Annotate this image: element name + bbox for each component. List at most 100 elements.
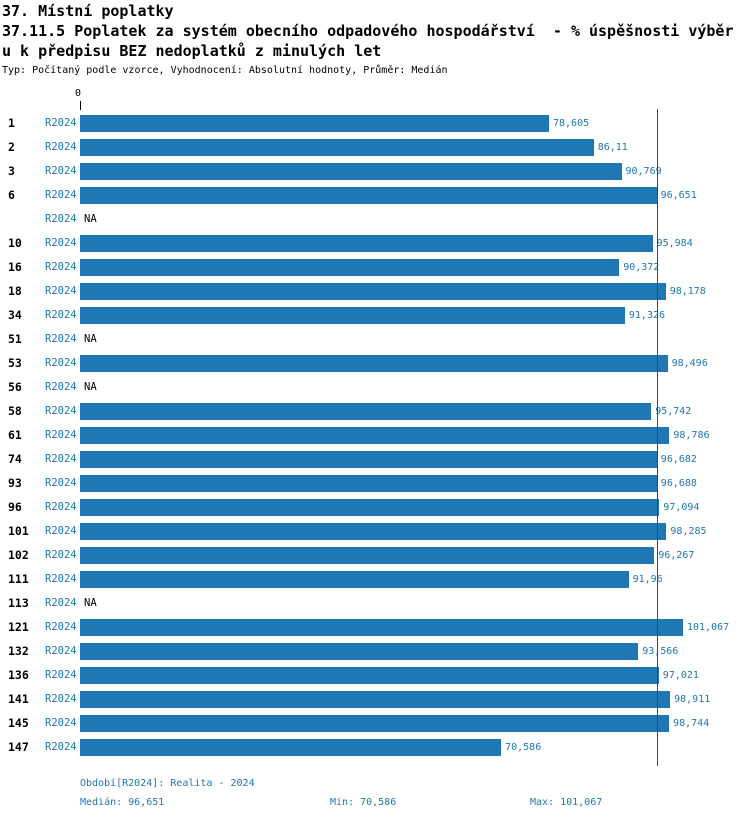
- chart-row: 51 R2024 NA: [0, 327, 750, 351]
- value-label: 96,688: [660, 478, 697, 489]
- axis-origin-label: 0: [75, 88, 82, 99]
- na-value-label: NA: [84, 381, 97, 393]
- row-id: 111: [8, 572, 29, 586]
- value-bar: [80, 667, 659, 684]
- value-bar: [80, 523, 667, 540]
- row-period-label: R2024: [45, 405, 77, 417]
- row-id: 1: [8, 116, 15, 130]
- value-label: 98,178: [669, 286, 706, 297]
- row-period-label: R2024: [45, 669, 77, 681]
- row-period-label: R2024: [45, 621, 77, 633]
- chart-row: 132 R2024 93,566: [0, 639, 750, 663]
- row-id: 101: [8, 524, 29, 538]
- value-bar: [80, 499, 660, 516]
- row-period-label: R2024: [45, 549, 77, 561]
- value-bar: [80, 163, 622, 180]
- value-label: 70,586: [505, 742, 542, 753]
- row-period-label: R2024: [45, 309, 77, 321]
- na-value-label: NA: [84, 597, 97, 609]
- chart-row: 6 R2024 96,651: [0, 183, 750, 207]
- row-id: 56: [8, 380, 22, 394]
- row-id: 18: [8, 284, 22, 298]
- na-value-label: NA: [84, 213, 97, 225]
- value-label: 90,372: [623, 262, 660, 273]
- value-label: 98,786: [673, 430, 710, 441]
- report-title-line-3: u k předpisu BEZ nedoplatků z minulých l…: [2, 42, 382, 60]
- chart-row: 74 R2024 96,682: [0, 447, 750, 471]
- median-reference-line: [657, 109, 658, 766]
- row-period-label: R2024: [45, 237, 77, 249]
- value-bar: [80, 307, 625, 324]
- chart-row: 16 R2024 90,372: [0, 255, 750, 279]
- row-period-label: R2024: [45, 429, 77, 441]
- value-label: 95,742: [655, 406, 692, 417]
- row-id: 113: [8, 596, 29, 610]
- axis-origin-tick: [80, 101, 81, 110]
- value-bar: [80, 187, 657, 204]
- chart-row: 96 R2024 97,094: [0, 495, 750, 519]
- row-period-label: R2024: [45, 165, 77, 177]
- value-label: 101,067: [687, 622, 730, 633]
- row-period-label: R2024: [45, 285, 77, 297]
- row-id: 132: [8, 644, 29, 658]
- row-period-label: R2024: [45, 693, 77, 705]
- bar-chart: 1 R2024 78,605 2 R2024 86,11 3 R2024 90,769 6 R202…: [0, 111, 750, 759]
- value-bar: [80, 643, 639, 660]
- value-bar: [80, 235, 653, 252]
- row-id: 96: [8, 500, 22, 514]
- row-period-label: R2024: [45, 357, 77, 369]
- row-id: 3: [8, 164, 15, 178]
- row-id: 6: [8, 188, 15, 202]
- value-label: 93,566: [642, 646, 679, 657]
- chart-row: 93 R2024 96,688: [0, 471, 750, 495]
- row-period-label: R2024: [45, 261, 77, 273]
- value-bar: [80, 283, 666, 300]
- chart-row: 147 R2024 70,586: [0, 735, 750, 759]
- chart-row: 61 R2024 98,786: [0, 423, 750, 447]
- chart-row: 145 R2024 98,744: [0, 711, 750, 735]
- row-period-label: R2024: [45, 501, 77, 513]
- chart-row: 3 R2024 90,769: [0, 159, 750, 183]
- row-period-label: R2024: [45, 141, 77, 153]
- row-id: 74: [8, 452, 22, 466]
- chart-row: 136 R2024 97,021: [0, 663, 750, 687]
- value-bar: [80, 715, 670, 732]
- value-label: 95,984: [656, 238, 693, 249]
- value-bar: [80, 259, 620, 276]
- row-period-label: R2024: [45, 525, 77, 537]
- row-period-label: R2024: [45, 741, 77, 753]
- value-label: 78,605: [553, 118, 590, 129]
- value-bar: [80, 739, 502, 756]
- footer-period-label: Období[R2024]: Realita - 2024: [80, 778, 255, 789]
- chart-row: 1 R2024 78,605: [0, 111, 750, 135]
- chart-row: 141 R2024 98,911: [0, 687, 750, 711]
- chart-row: 56 R2024 NA: [0, 375, 750, 399]
- row-period-label: R2024: [45, 453, 77, 465]
- value-label: 98,744: [673, 718, 710, 729]
- report-title-line-2: 37.11.5 Poplatek za systém obecního odpa…: [2, 22, 734, 40]
- row-period-label: R2024: [45, 477, 77, 489]
- chart-row: 10 R2024 95,984: [0, 231, 750, 255]
- report-meta: Typ: Počítaný podle vzorce, Vyhodnocení:…: [2, 65, 448, 76]
- footer-min-label: Min: 70,586: [330, 797, 397, 808]
- value-label: 98,911: [674, 694, 711, 705]
- row-id: 2: [8, 140, 15, 154]
- row-id: 51: [8, 332, 22, 346]
- row-period-label: R2024: [45, 645, 77, 657]
- chart-row: R2024 NA: [0, 207, 750, 231]
- value-bar: [80, 427, 670, 444]
- row-id: 34: [8, 308, 22, 322]
- value-bar: [80, 475, 657, 492]
- value-label: 90,769: [625, 166, 662, 177]
- row-period-label: R2024: [45, 213, 77, 225]
- value-label: 97,021: [662, 670, 699, 681]
- value-bar: [80, 115, 549, 132]
- report-header: 37. Místní poplatky 37.11.5 Poplatek za …: [2, 1, 734, 76]
- row-period-label: R2024: [45, 117, 77, 129]
- row-id: 136: [8, 668, 29, 682]
- value-label: 98,285: [670, 526, 707, 537]
- chart-row: 121 R2024 101,067: [0, 615, 750, 639]
- value-bar: [80, 355, 668, 372]
- footer-max-label: Max: 101,067: [530, 797, 603, 808]
- chart-row: 102 R2024 96,267: [0, 543, 750, 567]
